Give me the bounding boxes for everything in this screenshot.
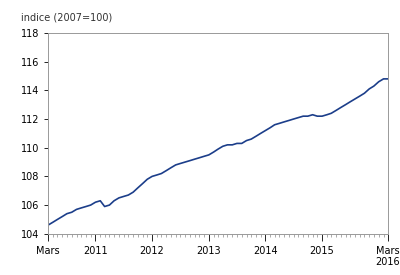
Text: indice (2007=100): indice (2007=100) [21, 13, 112, 23]
